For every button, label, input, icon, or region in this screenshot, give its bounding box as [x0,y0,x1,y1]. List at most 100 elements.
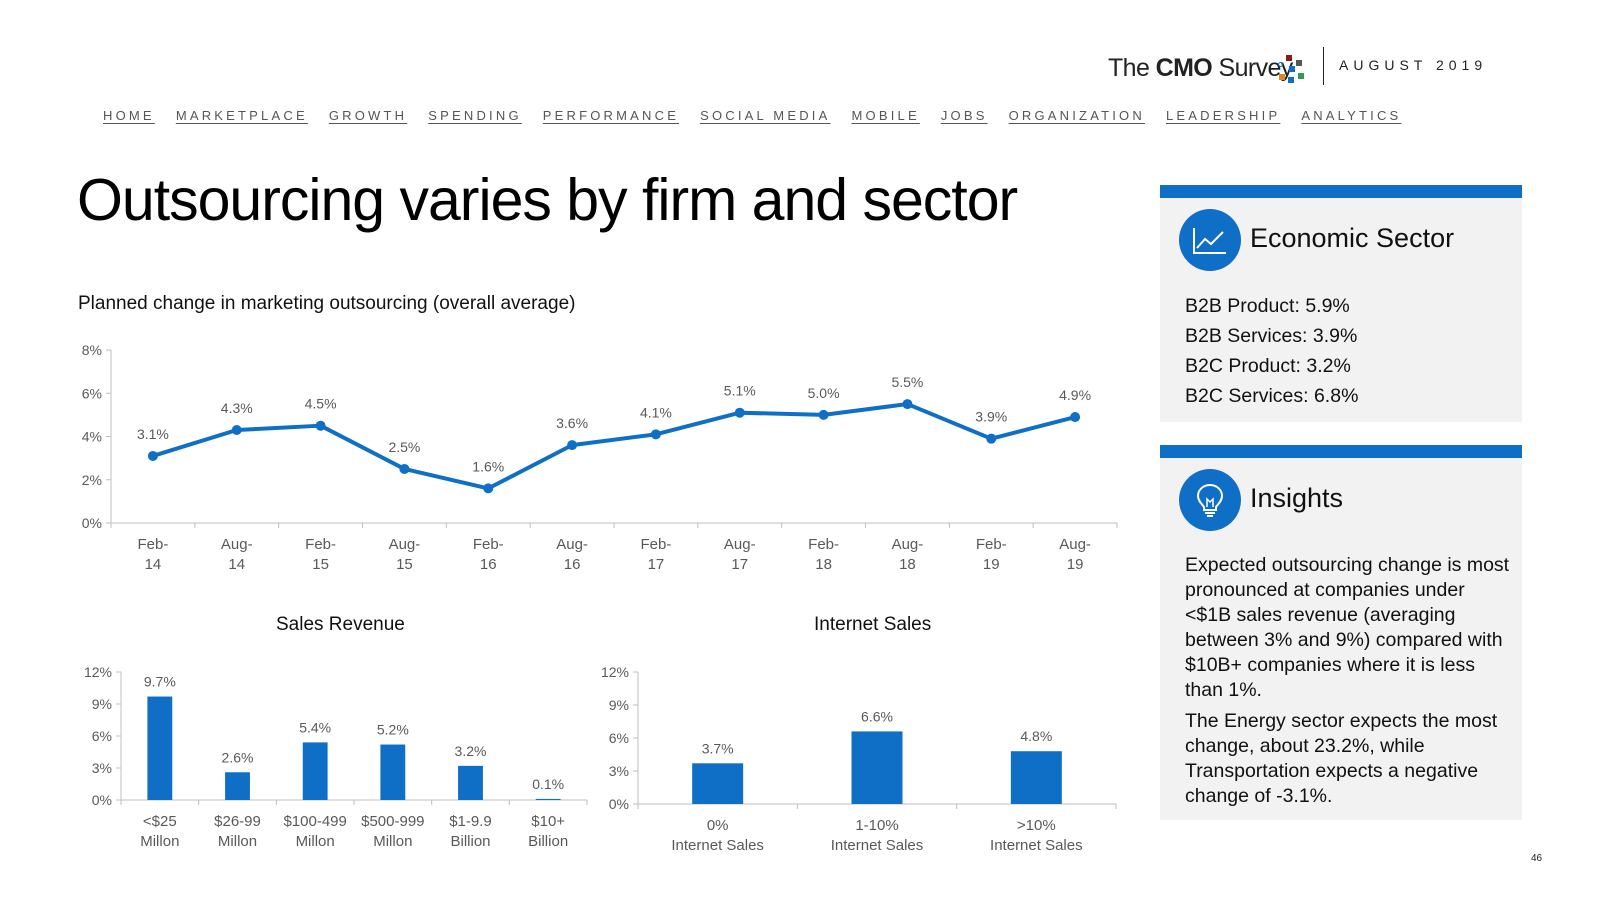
data-point [399,463,410,474]
bar [692,763,744,804]
y-tick-label: 0% [92,792,112,808]
nav-organization[interactable]: ORGANIZATION [1008,108,1145,123]
data-label: 0.1% [532,776,564,792]
bar [147,696,173,800]
x-tick-label: $500-999 Millon [361,813,424,850]
bar [458,765,483,800]
line-chart-icon [1179,209,1241,271]
x-tick-label: $100-499 Millon [283,813,346,850]
economic-sector-panel: Economic Sector B2B Product: 5.9% B2B Se… [1160,185,1522,422]
y-tick-label: 6% [82,385,102,401]
x-tick-label: $1-9.9 Billion [449,813,492,850]
insights-panel: Insights Expected outsourcing change is … [1160,445,1522,820]
data-label: 2.5% [388,439,420,455]
data-label: 3.6% [556,415,588,431]
bar [1010,751,1062,804]
data-label: 5.1% [724,383,756,399]
nav-home[interactable]: HOME [103,108,155,123]
y-tick-label: 12% [84,664,112,680]
nav-leadership[interactable]: LEADERSHIP [1165,108,1281,123]
y-tick-label: 9% [92,696,112,712]
data-label: 4.5% [305,396,337,412]
data-point [231,425,242,436]
x-tick-label: <$25 Millon [140,813,179,850]
data-label: 3.1% [137,426,169,442]
x-tick-label: Feb-14 [137,536,168,573]
nav-growth[interactable]: GROWTH [328,108,408,123]
data-point [147,450,158,461]
internet-sales-bar-chart: 0% 3% 6% 9% 12% 0% Internet Sales 1-10% Internet… [601,664,1117,854]
nav-mobile[interactable]: MOBILE [851,108,920,123]
x-tick-label: Feb-19 [976,536,1007,573]
x-tick-label: Aug-19 [1059,536,1091,573]
data-label: 4.1% [640,404,672,420]
x-tick-label: $10+ Billion [528,813,568,850]
survey-date: AUGUST 2019 [1339,57,1488,73]
y-tick-label: 6% [609,730,629,746]
data-label: 4.3% [221,400,253,416]
internet-sales-chart-title: Internet Sales [814,614,932,635]
data-label: 1.6% [472,458,504,474]
line-chart-title: Planned change in marketing outsourcing … [78,293,576,314]
nav-social-media[interactable]: SOCIAL MEDIA [700,108,831,123]
data-label: 5.2% [377,722,409,738]
data-point [483,483,494,494]
data-point [567,440,578,451]
sector-list: B2B Product: 5.9% B2B Services: 3.9% B2C… [1185,291,1358,411]
page-title: Outsourcing varies by firm and sector [77,167,1018,233]
line-chart: 0% 2% 4% 6% 8% Feb-14 Aug-14 Feb-15 Aug-15 Feb-16… [82,342,1118,573]
nav-jobs[interactable]: JOBS [940,108,988,123]
nav-marketplace[interactable]: MARKETPLACE [175,108,308,123]
y-tick-label: 0% [82,515,102,531]
y-tick-label: 3% [92,760,112,776]
sector-item: B2B Services: 3.9% [1185,325,1358,347]
data-point [734,407,745,418]
data-point [818,409,829,420]
x-tick-label: Feb-17 [640,536,671,573]
y-tick-label: 8% [82,342,102,358]
insights-heading: Insights [1250,483,1344,513]
sales-revenue-chart-title: Sales Revenue [276,614,405,635]
bar [302,742,328,800]
x-tick-label: Feb-16 [473,536,504,573]
logo-dots-icon [1276,52,1316,86]
lightbulb-icon [1179,469,1241,531]
sector-item: B2B Product: 5.9% [1185,295,1350,317]
logo-text: The CMO Survey [1108,53,1293,82]
series-line [152,402,1076,491]
data-point [650,429,661,440]
sales-revenue-bar-chart: 0% 3% 6% 9% 12% <$25 Millon $26-99 Millon $100-49… [84,664,588,850]
nav-analytics[interactable]: ANALYTICS [1301,108,1402,123]
x-tick-label: Aug-14 [221,536,253,573]
data-label: 4.8% [1020,728,1052,744]
data-label: 5.4% [299,719,331,735]
insights-paragraph: The Energy sector expects the most chang… [1185,710,1498,807]
data-label: 3.2% [455,743,487,759]
data-label: 9.7% [144,674,176,690]
data-point [1070,412,1081,423]
bar [225,772,250,800]
economic-sector-heading: Economic Sector [1250,223,1455,253]
insights-body: Expected outsourcing change is most pron… [1185,553,1515,815]
panel-accent-bar [1160,185,1522,198]
page-number: 46 [1531,853,1543,864]
bar [851,731,903,804]
x-tick-label: Aug-16 [556,536,588,573]
x-tick-label: >10% Internet Sales [990,817,1083,854]
cmo-survey-logo: The CMO Survey [1108,48,1304,88]
y-tick-label: 0% [609,796,629,812]
y-tick-label: 2% [82,472,102,488]
x-tick-label: $26-99 Millon [214,813,261,850]
insights-paragraph: Expected outsourcing change is most pron… [1185,554,1510,701]
panel-accent-bar [1160,445,1522,458]
y-tick-label: 6% [92,728,112,744]
data-label: 5.5% [891,374,923,390]
data-label: 4.9% [1059,387,1091,403]
x-tick-label: Feb-15 [305,536,336,573]
data-point [902,399,913,410]
x-tick-label: Feb-18 [808,536,839,573]
nav-spending[interactable]: SPENDING [428,108,522,123]
nav-performance[interactable]: PERFORMANCE [542,108,680,123]
bar [380,744,406,800]
y-tick-label: 12% [601,664,629,680]
